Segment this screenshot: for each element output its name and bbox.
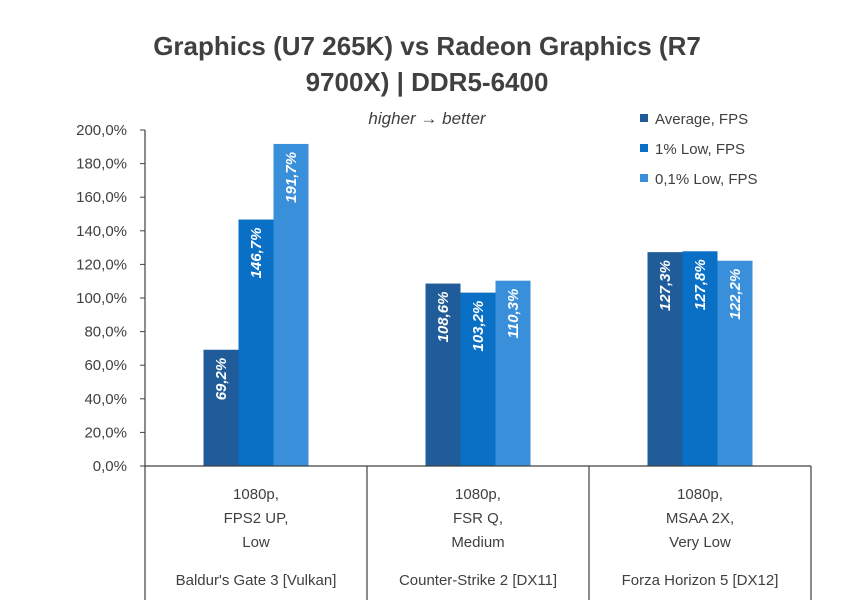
- bar: [682, 251, 718, 466]
- y-tick-label: 180,0%: [76, 156, 127, 173]
- bar-data-label: 127,8%: [692, 259, 709, 310]
- bar-data-label: 103,2%: [470, 301, 487, 352]
- y-tick-label: 200,0%: [76, 122, 127, 139]
- bar: [203, 349, 239, 466]
- x-category-settings: 1080p,: [455, 486, 501, 503]
- chart-subtitle: higher → better: [368, 109, 487, 128]
- bar: [425, 283, 461, 466]
- x-category-settings: FSR Q,: [453, 510, 503, 527]
- y-tick-label: 160,0%: [76, 189, 127, 206]
- legend: Average, FPS 1% Low, FPS 0,1% Low, FPS: [640, 111, 758, 188]
- bar-data-label: 146,7%: [248, 228, 265, 279]
- y-tick-label: 80,0%: [84, 324, 127, 341]
- x-category-settings: 1080p,: [677, 486, 723, 503]
- legend-swatch: [640, 144, 648, 152]
- bar-data-label: 110,3%: [505, 289, 522, 339]
- y-tick-label: 0,0%: [93, 458, 127, 475]
- chart-title-line-2: 9700X) | DDR5-6400: [306, 67, 549, 97]
- x-category-game: Baldur's Gate 3 [Vulkan]: [176, 572, 337, 589]
- chart-title-line-1: Graphics (U7 265K) vs Radeon Graphics (R…: [153, 31, 701, 61]
- x-category-game: Forza Horizon 5 [DX12]: [622, 572, 779, 589]
- bar: [238, 219, 274, 466]
- legend-swatch: [640, 114, 648, 122]
- bar: [647, 252, 683, 466]
- y-tick-label: 100,0%: [76, 290, 127, 307]
- y-tick-label: 40,0%: [84, 391, 127, 408]
- bar: [717, 260, 753, 466]
- x-category-settings: Low: [242, 534, 270, 551]
- y-tick-label: 60,0%: [84, 357, 127, 374]
- bar: [460, 292, 496, 466]
- bar-data-label: 108,6%: [435, 292, 452, 343]
- bar-data-label: 191,7%: [283, 152, 300, 203]
- legend-swatch: [640, 174, 648, 182]
- bar-data-label: 69,2%: [213, 358, 230, 401]
- y-tick-label: 120,0%: [76, 256, 127, 273]
- x-category-settings: 1080p,: [233, 486, 279, 503]
- y-tick-label: 20,0%: [84, 424, 127, 441]
- x-category-settings: FPS2 UP,: [224, 510, 289, 527]
- legend-label: 1% Low, FPS: [655, 141, 745, 158]
- bar: [273, 143, 309, 466]
- x-category-settings: MSAA 2X,: [666, 510, 734, 527]
- bar: [495, 280, 531, 466]
- y-axis: 0,0% 20,0% 40,0% 60,0% 80,0% 100,0% 120,0% 140,…: [76, 122, 146, 475]
- bar-data-label: 122,2%: [727, 269, 744, 320]
- bars-group: 69,2% 146,7% 191,7% 108,6% 103,2% 110,3% 127,3…: [203, 143, 753, 466]
- x-category-settings: Very Low: [669, 534, 731, 551]
- y-tick-label: 140,0%: [76, 223, 127, 240]
- legend-label: Average, FPS: [655, 111, 748, 128]
- bar-data-label: 127,3%: [657, 260, 674, 311]
- x-axis-table: 1080p, FPS2 UP, Low Baldur's Gate 3 [Vulkan…: [144, 465, 812, 600]
- legend-label: 0,1% Low, FPS: [655, 171, 758, 188]
- x-category-game: Counter-Strike 2 [DX11]: [399, 572, 557, 589]
- x-category-settings: Medium: [451, 534, 504, 551]
